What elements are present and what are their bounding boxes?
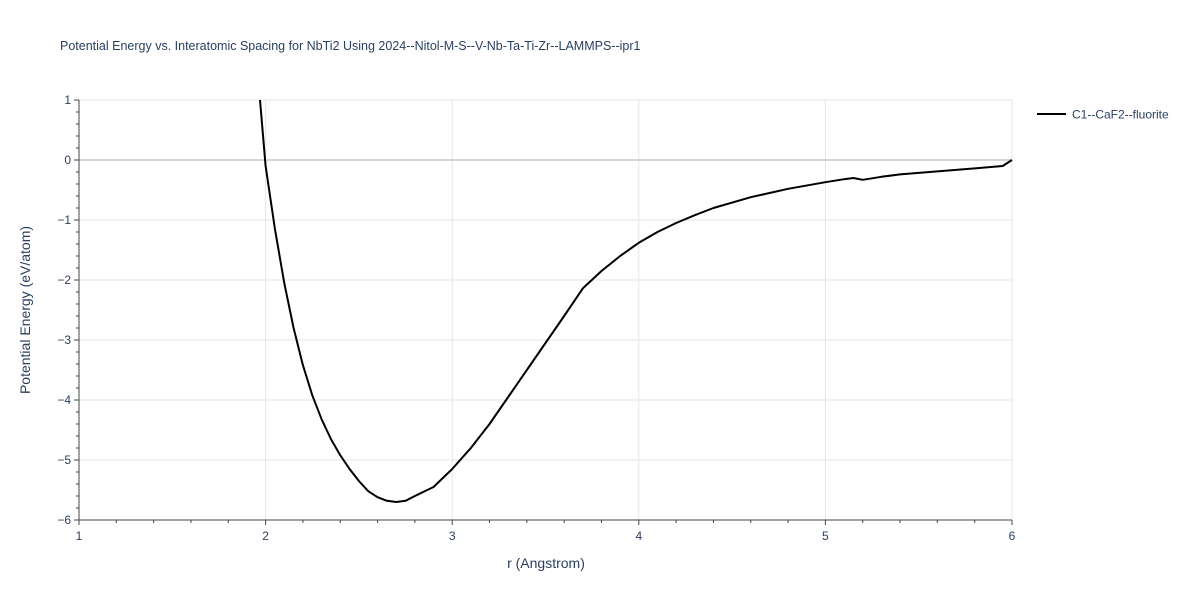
y-tick-label: −6 (57, 513, 71, 527)
x-axis-label: r (Angstrom) (507, 555, 585, 571)
x-tick-label: 3 (449, 529, 456, 543)
x-tick-label: 2 (262, 529, 269, 543)
grid (79, 99, 1013, 520)
series-line-0 (259, 99, 1013, 503)
legend[interactable]: C1--CaF2--fluorite (1037, 108, 1169, 122)
chart-title: Potential Energy vs. Interatomic Spacing… (60, 39, 641, 53)
axes: 1 2 3 4 5 6 1 0 −1 −2 −3 −4 −5 −6 (57, 93, 1015, 543)
y-tick-label: 0 (64, 153, 71, 167)
y-tick-label: −5 (57, 453, 71, 467)
y-axis-label: Potential Energy (eV/atom) (17, 226, 33, 394)
y-tick-label: −3 (57, 333, 71, 347)
y-tick-label: −1 (57, 213, 71, 227)
x-tick-label: 4 (635, 529, 642, 543)
x-tick-label: 1 (76, 529, 83, 543)
y-tick-label: −4 (57, 393, 71, 407)
legend-entry[interactable]: C1--CaF2--fluorite (1072, 108, 1169, 122)
x-tick-label: 6 (1009, 529, 1016, 543)
plot-area (259, 99, 1013, 503)
y-tick-label: −2 (57, 273, 71, 287)
y-tick-label: 1 (64, 93, 71, 107)
x-tick-label: 5 (822, 529, 829, 543)
